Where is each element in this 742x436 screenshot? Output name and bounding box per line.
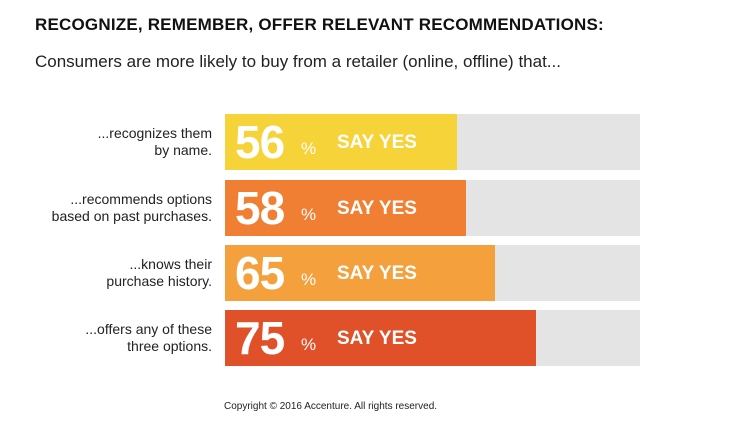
category-label: ...offers any of these three options.: [85, 321, 212, 354]
bar-value-label: 75: [235, 312, 285, 364]
bar-row: ...knows their purchase history. 65% SAY Y…: [0, 245, 742, 301]
bar-fill: 75% SAY YES: [225, 310, 536, 366]
category-label: ...knows their purchase history.: [106, 256, 212, 289]
bar-value-label: 65: [235, 247, 285, 299]
bar-row: ...recommends options based on past purc…: [0, 180, 742, 236]
bar-fill: 56% SAY YES: [225, 114, 457, 170]
bar-track: 56% SAY YES: [225, 114, 640, 170]
chart-subtitle: Consumers are more likely to buy from a …: [35, 52, 561, 71]
percent-sign: %: [301, 335, 317, 354]
bar-track: 58% SAY YES: [225, 180, 640, 236]
say-yes-label: SAY YES: [337, 328, 417, 349]
percent-sign: %: [301, 270, 317, 289]
category-label: ...recognizes them by name.: [97, 125, 212, 158]
chart-title: RECOGNIZE, REMEMBER, OFFER RELEVANT RECO…: [35, 15, 604, 34]
copyright-text: Copyright © 2016 Accenture. All rights r…: [224, 401, 438, 412]
bar-track: 75% SAY YES: [225, 310, 640, 366]
say-yes-label: SAY YES: [337, 263, 417, 284]
bar-fill: 58% SAY YES: [225, 180, 466, 236]
percent-sign: %: [301, 205, 317, 224]
category-label: ...recommends options based on past purc…: [51, 191, 212, 224]
bar-value-label: 56: [235, 116, 285, 168]
bar-row: ...recognizes them by name. 56% SAY YES: [0, 114, 742, 170]
bar-row: ...offers any of these three options. 75%…: [0, 310, 742, 366]
bar-fill: 65% SAY YES: [225, 245, 495, 301]
say-yes-label: SAY YES: [337, 132, 417, 153]
percent-sign: %: [301, 139, 317, 158]
say-yes-label: SAY YES: [337, 198, 417, 219]
bar-value-label: 58: [235, 182, 285, 234]
bar-track: 65% SAY YES: [225, 245, 640, 301]
